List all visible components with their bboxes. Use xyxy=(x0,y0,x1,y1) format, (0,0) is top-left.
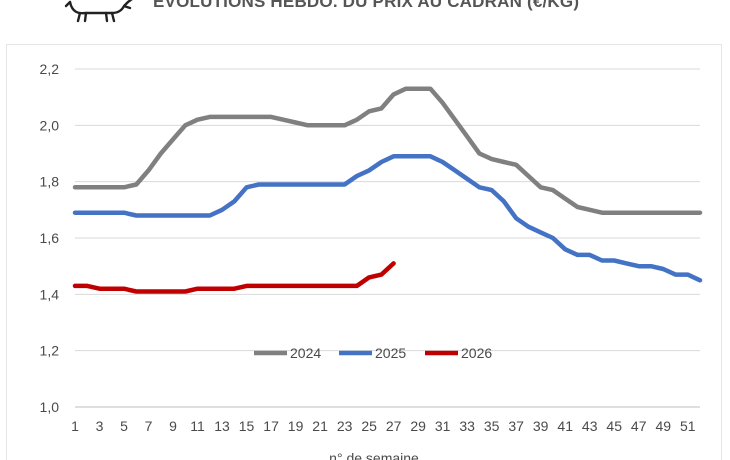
x-tick-label: 45 xyxy=(606,418,622,434)
legend-label-2024: 2024 xyxy=(290,345,321,361)
cow-icon xyxy=(64,0,133,23)
x-tick-label: 23 xyxy=(337,418,353,434)
x-tick-label: 43 xyxy=(582,418,598,434)
x-tick-label: 13 xyxy=(214,418,230,434)
legend-label-2025: 2025 xyxy=(375,345,406,361)
x-tick-label: 25 xyxy=(361,418,377,434)
series-line-2024 xyxy=(72,86,703,215)
x-tick-label: 41 xyxy=(557,418,573,434)
y-tick-label: 1,0 xyxy=(40,399,60,415)
y-tick-label: 1,2 xyxy=(40,343,60,359)
x-tick-label: 7 xyxy=(145,418,153,434)
chart-title: ÉVOLUTIONS HEBDO. DU PRIX AU CADRAN (€/K… xyxy=(153,0,580,11)
series-line-2025 xyxy=(72,154,703,283)
x-tick-label: 15 xyxy=(239,418,255,434)
x-tick-label: 11 xyxy=(190,418,205,434)
plot-frame xyxy=(6,44,722,460)
y-tick-label: 2,2 xyxy=(40,61,60,77)
x-tick-label: 3 xyxy=(96,418,104,434)
x-tick-label: 47 xyxy=(631,418,647,434)
x-tick-label: 49 xyxy=(655,418,671,434)
x-tick-label: 39 xyxy=(533,418,549,434)
x-tick-label: 21 xyxy=(312,418,328,434)
x-tick-label: 37 xyxy=(508,418,524,434)
x-tick-label: 33 xyxy=(459,418,475,434)
series-line-2026 xyxy=(72,261,396,294)
y-tick-label: 1,8 xyxy=(40,174,60,190)
x-tick-label: 19 xyxy=(288,418,304,434)
legend: 2024 2025 2026 xyxy=(254,345,492,361)
x-axis-ticks: 1 3 5 7 9 11 13 15 17 19 21 23 25 27 29 31 33 35 37 39 41 43 4… xyxy=(71,418,696,434)
y-tick-label: 2,0 xyxy=(40,117,60,133)
x-tick-label: 27 xyxy=(386,418,402,434)
y-axis-ticks: 1,0 1,2 1,4 1,6 1,8 2,0 2,2 xyxy=(40,61,60,415)
chart-header: ÉVOLUTIONS HEBDO. DU PRIX AU CADRAN (€/K… xyxy=(0,0,730,28)
y-tick-label: 1,6 xyxy=(40,230,60,246)
legend-label-2026: 2026 xyxy=(461,345,492,361)
x-tick-label: 9 xyxy=(169,418,177,434)
x-tick-label: 51 xyxy=(680,418,696,434)
series-lines xyxy=(72,86,703,294)
y-tick-label: 1,4 xyxy=(40,286,60,302)
x-tick-label: 31 xyxy=(435,418,451,434)
x-axis-label: n° de semaine xyxy=(329,450,419,460)
x-tick-label: 17 xyxy=(263,418,279,434)
x-tick-label: 1 xyxy=(71,418,79,434)
x-tick-label: 35 xyxy=(484,418,500,434)
x-tick-label: 29 xyxy=(410,418,426,434)
gridlines xyxy=(75,68,700,408)
x-tick-label: 5 xyxy=(120,418,128,434)
